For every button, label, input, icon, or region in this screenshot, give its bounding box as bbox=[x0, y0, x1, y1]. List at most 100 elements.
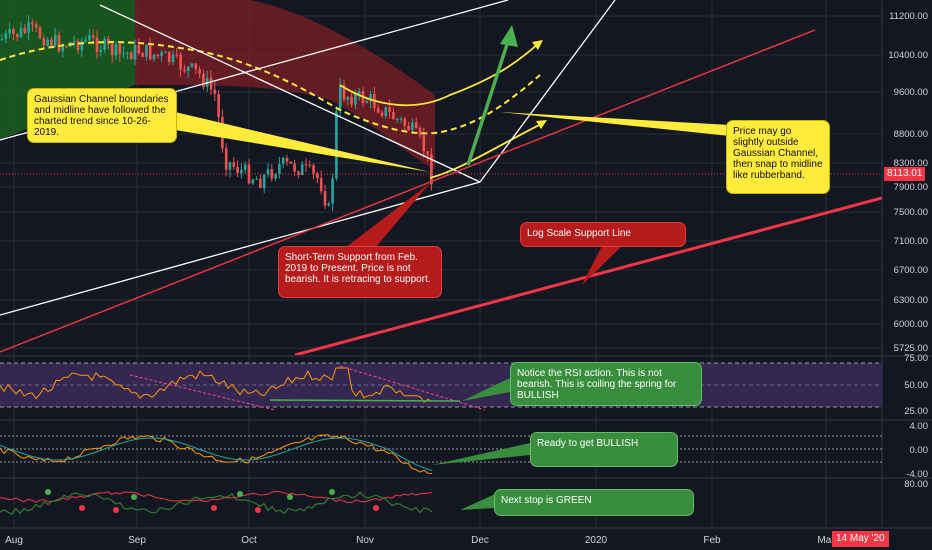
candle-body bbox=[316, 173, 319, 179]
time-axis-ticks: Aug Sep Oct Nov Dec 2020 Feb Mar bbox=[5, 535, 835, 546]
candle-body bbox=[42, 38, 46, 46]
candle-body bbox=[331, 178, 334, 204]
rsi-tick-label: 50.00 bbox=[904, 380, 928, 391]
candle-body bbox=[15, 33, 19, 38]
candle-body bbox=[198, 69, 201, 74]
bullish-note: Ready to get BULLISH bbox=[530, 432, 678, 467]
candle-body bbox=[418, 128, 422, 136]
candle-body bbox=[308, 164, 312, 166]
candle-body bbox=[414, 122, 418, 129]
candle-body bbox=[304, 164, 308, 166]
candle-body bbox=[110, 44, 114, 56]
candle-body bbox=[213, 89, 217, 94]
candle-body bbox=[80, 41, 84, 51]
candle-body bbox=[91, 35, 95, 38]
candle-body bbox=[88, 35, 91, 40]
oscillator-dot bbox=[255, 507, 261, 513]
candle-body bbox=[380, 112, 384, 116]
candle-body bbox=[335, 110, 338, 179]
candle-body bbox=[266, 169, 270, 175]
log-support-note-pointer bbox=[582, 246, 622, 285]
channel-upper-projection bbox=[339, 41, 541, 107]
lower-projection-arrowhead bbox=[536, 120, 547, 129]
price-tick-label: 7500.00 bbox=[894, 207, 928, 218]
candle-body bbox=[323, 191, 327, 206]
candle-body bbox=[4, 33, 8, 40]
oscillator-dot bbox=[131, 494, 137, 500]
short-term-note-pointer bbox=[345, 183, 430, 248]
log-support-note: Log Scale Support Line bbox=[520, 222, 686, 247]
candle-body bbox=[133, 45, 137, 60]
candle-body bbox=[319, 178, 323, 192]
price-tick-label: 5725.00 bbox=[894, 343, 928, 354]
bullish-arrowhead bbox=[500, 25, 518, 47]
candle-body bbox=[194, 63, 198, 70]
time-tick-label: Feb bbox=[703, 535, 721, 546]
oscillator-dots bbox=[45, 489, 379, 513]
candle-body bbox=[395, 119, 399, 121]
candle-body bbox=[114, 44, 118, 56]
candle-body bbox=[243, 164, 247, 170]
candle-body bbox=[350, 97, 353, 105]
rsi-tick-label: 25.00 bbox=[904, 406, 928, 417]
gaussian-note-pointer bbox=[175, 112, 430, 172]
rsi-note: Notice the RSI action. This is not beari… bbox=[510, 362, 702, 406]
candle-body bbox=[255, 178, 258, 180]
oscillator-green-line bbox=[0, 491, 433, 515]
candle-body bbox=[171, 54, 175, 62]
candle-body bbox=[293, 163, 296, 172]
candle-body bbox=[217, 93, 220, 117]
candle-body bbox=[285, 158, 289, 162]
candle-body bbox=[403, 118, 407, 126]
candle-body bbox=[148, 44, 152, 60]
candle-body bbox=[160, 52, 163, 56]
gaussian-midline bbox=[0, 41, 541, 135]
price-tick-label: 8800.00 bbox=[894, 129, 928, 140]
short-term-note: Short-Term Support from Feb. 2019 to Pre… bbox=[278, 246, 442, 298]
macd-signal-line bbox=[0, 437, 433, 471]
rsi-support-line bbox=[269, 399, 461, 402]
channel-lower-projection bbox=[429, 121, 546, 179]
candle-body bbox=[388, 107, 391, 112]
price-tick-label: 6700.00 bbox=[894, 265, 928, 276]
price-tick-label: 11200.00 bbox=[889, 11, 928, 22]
macd-tick-label: 0.00 bbox=[910, 445, 929, 456]
candle-body bbox=[164, 51, 167, 53]
candle-body bbox=[281, 158, 285, 164]
gaussian-note: Gaussian Channel boundaries and midline … bbox=[27, 88, 177, 143]
green-note-pointer bbox=[460, 494, 495, 510]
candle-body bbox=[95, 37, 99, 52]
candle-body bbox=[365, 101, 369, 103]
candle-body bbox=[46, 39, 49, 46]
candle-body bbox=[126, 52, 129, 54]
rubberband-note: Price may go slightly outside Gaussian C… bbox=[726, 120, 830, 194]
price-tick-label: 9600.00 bbox=[894, 87, 928, 98]
oscillator-dot bbox=[287, 494, 293, 500]
candle-body bbox=[179, 54, 182, 70]
candle-body bbox=[228, 162, 232, 170]
oscillator-dot bbox=[211, 505, 217, 511]
candle-body bbox=[357, 91, 361, 95]
lower-trendline bbox=[0, 181, 481, 316]
rubberband-note-pointer bbox=[500, 112, 730, 136]
candle-body bbox=[122, 53, 125, 55]
gaussian-channel-red bbox=[135, 0, 435, 170]
candle-body bbox=[270, 169, 274, 179]
candle-body bbox=[186, 66, 190, 72]
rsi-note-pointer bbox=[462, 378, 510, 401]
candle-body bbox=[392, 111, 395, 120]
time-tick-label: Oct bbox=[241, 535, 257, 546]
candle-body bbox=[31, 22, 34, 25]
candle-body bbox=[19, 28, 23, 38]
oscillator-dot bbox=[79, 505, 85, 511]
candle-body bbox=[72, 41, 76, 43]
candle-body bbox=[327, 203, 331, 206]
candle-body bbox=[99, 49, 103, 52]
candle-body bbox=[346, 97, 350, 100]
candle-body bbox=[376, 107, 380, 113]
candle-body bbox=[407, 125, 410, 130]
candle-body bbox=[76, 41, 80, 51]
candle-body bbox=[297, 171, 300, 175]
rsi-trendline-2 bbox=[339, 365, 486, 411]
